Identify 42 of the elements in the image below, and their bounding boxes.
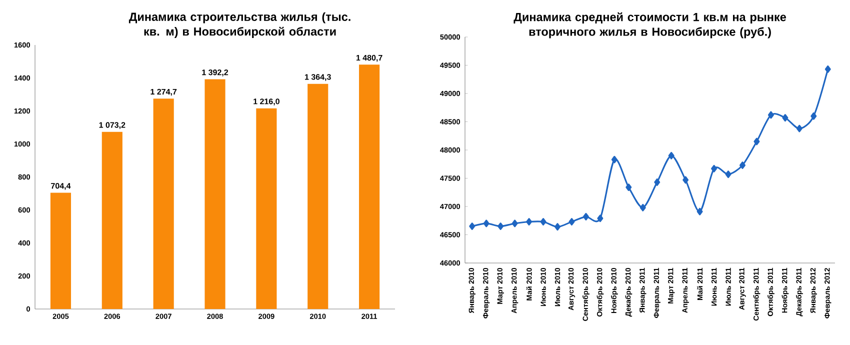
chart-title: Динамика средней стоимости 1 кв.м на рынке вторичного жилья в Новосибирске (руб.) <box>514 12 786 38</box>
point <box>725 170 732 178</box>
point <box>469 222 476 230</box>
point <box>696 208 703 216</box>
point <box>768 111 774 119</box>
point <box>668 152 674 160</box>
bar <box>256 108 277 309</box>
point <box>554 223 560 231</box>
point <box>754 138 760 146</box>
point <box>526 218 532 226</box>
point <box>498 222 504 230</box>
point <box>824 65 831 73</box>
point <box>540 218 546 226</box>
bar <box>50 192 72 309</box>
point <box>682 176 689 184</box>
point <box>739 162 746 169</box>
point <box>711 164 718 172</box>
point <box>782 114 788 122</box>
point <box>796 124 802 132</box>
bar <box>359 64 380 309</box>
point <box>597 214 604 222</box>
data-label: 1 274,7 <box>150 88 177 96</box>
point <box>512 220 518 228</box>
point <box>483 220 490 228</box>
point <box>640 204 646 212</box>
data-label: 1 364,3 <box>305 74 331 81</box>
point <box>810 112 817 120</box>
chart-title: Динамика строительства жилья (тыс. кв. м) в Новосибирской области <box>128 12 350 38</box>
bar <box>204 79 226 309</box>
data-label: 1 480,7 <box>356 54 382 62</box>
point <box>626 184 632 192</box>
point <box>611 156 618 164</box>
bar <box>102 132 122 309</box>
data-label: 1 392,2 <box>202 70 228 76</box>
point <box>582 212 589 220</box>
bar <box>153 98 174 309</box>
bar <box>308 84 328 309</box>
point <box>654 178 660 186</box>
point <box>568 218 575 226</box>
data-label: 1 073,2 <box>99 122 126 129</box>
data-label: 704,4 <box>51 183 71 190</box>
data-label: 1 216,0 <box>254 98 280 106</box>
